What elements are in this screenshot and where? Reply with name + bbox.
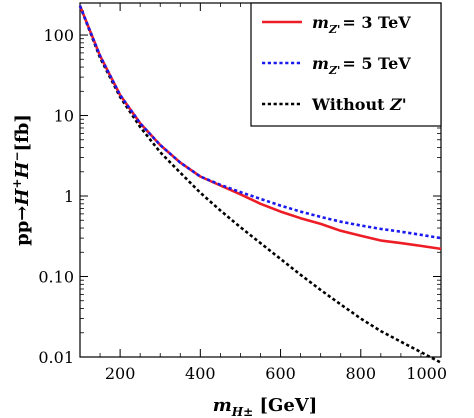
x-axis-title-unit: [GeV] [253,395,317,416]
y-tick-label: 0.10 [38,268,74,287]
legend-label-without: Without Z' [311,95,407,114]
y-tick-label: 0.01 [38,348,74,367]
legend: mZ' = 3 TeV mZ' = 5 TeV Without Z' [250,2,442,127]
x-tick-label: 200 [105,364,136,383]
x-axis-title-base: m [213,395,232,416]
series-line-without-zprime [78,5,442,364]
legend-without-base: Without [311,95,390,114]
y-axis-title-prefix: pp→ [12,206,33,246]
y-axis-title-unit: [fb] [12,114,33,151]
series-layer [78,5,442,364]
y-axis-title: pp→H+H−[fb] [10,114,33,246]
x-axis-title: mH± [GeV] [213,395,318,418]
y-tick-label: 100 [43,26,74,45]
legend-3tev-sub: Z' [328,23,340,36]
y-tick-label: 10 [54,107,74,126]
legend-5tev-rest: = 5 TeV [342,54,411,73]
legend-label-5tev: mZ' = 5 TeV [312,54,411,77]
x-tick-label: 600 [265,364,296,383]
x-axis-title-sub: H± [231,405,253,418]
y-axis-title-sup1: + [10,179,24,189]
x-axis-ticks: 200 400 600 800 1000 [99,3,447,383]
y-tick-label: 1 [64,187,74,206]
series-line-5tev [78,5,442,240]
y-axis-title-sup2: − [10,151,24,161]
legend-5tev-base: m [312,54,329,73]
legend-label-3tev: mZ' = 3 TeV [312,13,411,36]
legend-3tev-base: m [312,13,329,32]
legend-3tev-rest: = 3 TeV [342,13,411,32]
x-tick-label: 1000 [406,364,447,383]
y-axis-title-h2: H [12,161,33,180]
y-axis-title-h1: H [12,188,33,207]
legend-5tev-sub: Z' [328,64,340,77]
y-axis-ticks: 0.01 0.10 1 10 100 [38,10,441,367]
x-tick-label: 800 [346,364,377,383]
series-line-3tev [78,5,442,251]
x-tick-label: 400 [185,364,216,383]
legend-without-italic: Z' [389,95,407,114]
legend-box [250,2,442,127]
